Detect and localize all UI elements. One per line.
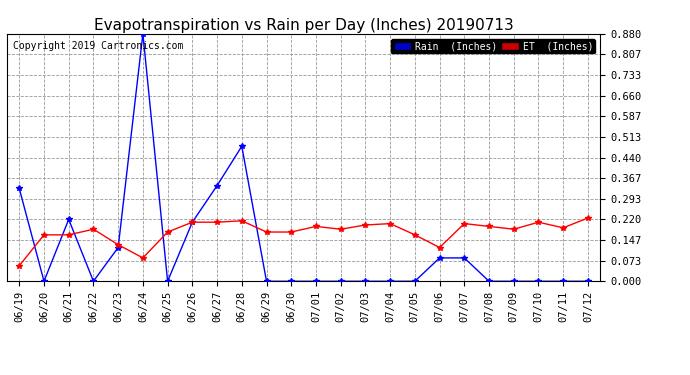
Title: Evapotranspiration vs Rain per Day (Inches) 20190713: Evapotranspiration vs Rain per Day (Inch… — [94, 18, 513, 33]
Legend: Rain  (Inches), ET  (Inches): Rain (Inches), ET (Inches) — [391, 39, 595, 54]
Text: Copyright 2019 Cartronics.com: Copyright 2019 Cartronics.com — [13, 41, 184, 51]
